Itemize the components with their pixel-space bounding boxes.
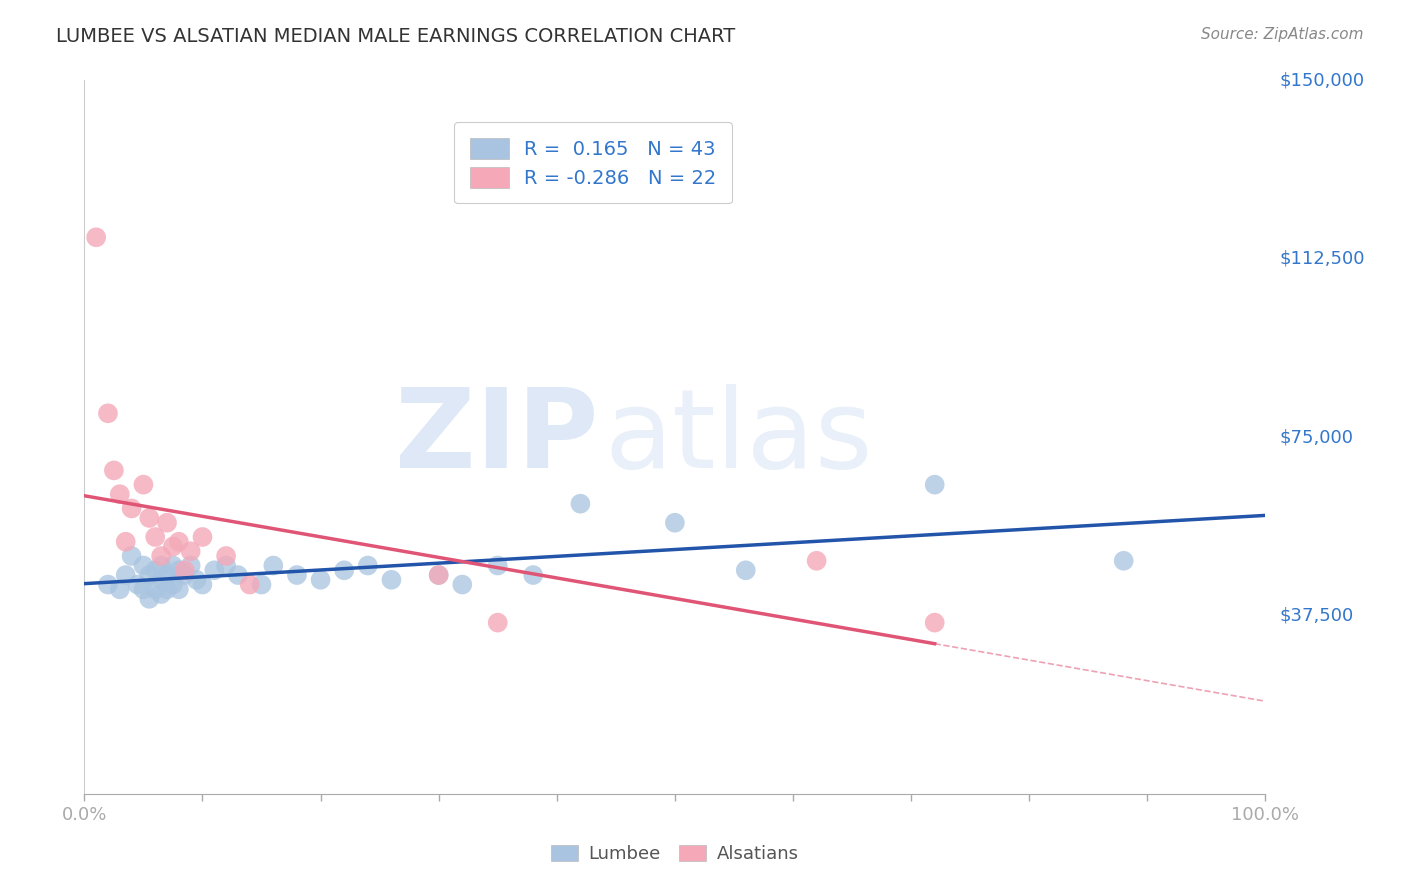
Text: Source: ZipAtlas.com: Source: ZipAtlas.com xyxy=(1201,27,1364,42)
Point xyxy=(97,577,120,591)
Point xyxy=(121,549,143,563)
Point xyxy=(138,591,160,606)
Point xyxy=(1112,554,1135,568)
Point xyxy=(569,497,592,511)
Text: ZIP: ZIP xyxy=(395,384,598,491)
Point xyxy=(173,563,195,577)
Point xyxy=(173,568,195,582)
Point xyxy=(156,568,179,582)
Point xyxy=(191,530,214,544)
Point xyxy=(132,477,155,491)
Point xyxy=(84,230,107,244)
Point xyxy=(664,516,686,530)
Point xyxy=(924,615,946,630)
Point xyxy=(180,544,202,558)
Point xyxy=(167,534,190,549)
Text: $75,000: $75,000 xyxy=(1279,428,1354,446)
Legend: Lumbee, Alsatians: Lumbee, Alsatians xyxy=(544,838,806,871)
Point xyxy=(250,577,273,591)
Point xyxy=(150,549,173,563)
Point xyxy=(357,558,380,573)
Point xyxy=(734,563,756,577)
Point xyxy=(924,477,946,491)
Text: $150,000: $150,000 xyxy=(1279,71,1364,89)
Point xyxy=(121,501,143,516)
Point xyxy=(486,615,509,630)
Point xyxy=(156,516,179,530)
Text: $37,500: $37,500 xyxy=(1279,607,1354,624)
Point xyxy=(127,577,149,591)
Point xyxy=(103,463,125,477)
Point xyxy=(427,568,450,582)
Point xyxy=(262,558,284,573)
Point xyxy=(108,582,131,597)
Point xyxy=(97,406,120,420)
Point xyxy=(427,568,450,582)
Point xyxy=(239,577,262,591)
Point xyxy=(486,558,509,573)
Point xyxy=(180,558,202,573)
Point xyxy=(150,587,173,601)
Text: $112,500: $112,500 xyxy=(1279,250,1365,268)
Point xyxy=(132,582,155,597)
Point xyxy=(150,558,173,573)
Point xyxy=(285,568,308,582)
Point xyxy=(143,563,166,577)
Text: LUMBEE VS ALSATIAN MEDIAN MALE EARNINGS CORRELATION CHART: LUMBEE VS ALSATIAN MEDIAN MALE EARNINGS … xyxy=(56,27,735,45)
Point xyxy=(162,558,184,573)
Point xyxy=(215,558,238,573)
Point xyxy=(806,554,828,568)
Point xyxy=(143,582,166,597)
Point xyxy=(156,582,179,597)
Point xyxy=(226,568,249,582)
Point xyxy=(162,577,184,591)
Point xyxy=(191,577,214,591)
Point xyxy=(114,534,136,549)
Point xyxy=(162,540,184,554)
Point xyxy=(108,487,131,501)
Point xyxy=(186,573,208,587)
Point xyxy=(380,573,402,587)
Point xyxy=(150,573,173,587)
Point xyxy=(138,568,160,582)
Point xyxy=(114,568,136,582)
Point xyxy=(202,563,225,577)
Point xyxy=(143,530,166,544)
Text: atlas: atlas xyxy=(605,384,873,491)
Point xyxy=(451,577,474,591)
Point xyxy=(215,549,238,563)
Point xyxy=(333,563,356,577)
Point xyxy=(167,582,190,597)
Point xyxy=(138,511,160,525)
Point xyxy=(132,558,155,573)
Point xyxy=(309,573,332,587)
Point xyxy=(522,568,544,582)
Point xyxy=(167,563,190,577)
